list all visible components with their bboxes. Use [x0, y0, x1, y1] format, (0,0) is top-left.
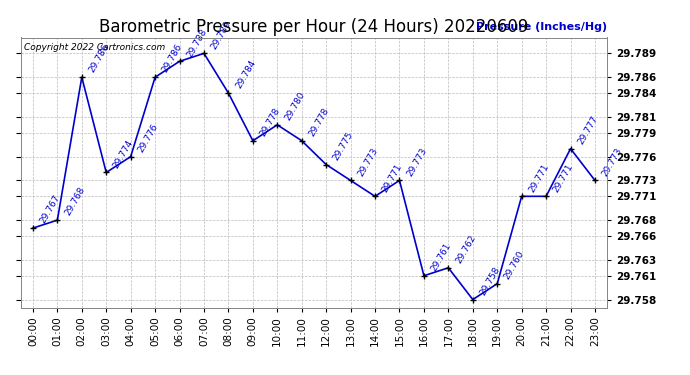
Text: 29.768: 29.768 — [63, 186, 86, 218]
Text: 29.778: 29.778 — [307, 106, 331, 138]
Title: Barometric Pressure per Hour (24 Hours) 20220609: Barometric Pressure per Hour (24 Hours) … — [99, 18, 529, 36]
Text: 29.786: 29.786 — [161, 43, 184, 74]
Text: 29.760: 29.760 — [503, 249, 526, 281]
Text: 29.788: 29.788 — [185, 27, 208, 58]
Text: 29.775: 29.775 — [332, 130, 355, 162]
Text: 29.773: 29.773 — [405, 146, 428, 178]
Text: 29.771: 29.771 — [552, 162, 575, 194]
Text: 29.778: 29.778 — [259, 106, 282, 138]
Text: 29.784: 29.784 — [234, 58, 257, 90]
Text: 29.777: 29.777 — [576, 114, 600, 146]
Text: 29.761: 29.761 — [429, 241, 453, 273]
Text: 29.780: 29.780 — [283, 90, 306, 122]
Text: 29.767: 29.767 — [39, 194, 62, 225]
Text: 29.771: 29.771 — [381, 162, 404, 194]
Text: 29.774: 29.774 — [112, 138, 135, 170]
Text: 29.773: 29.773 — [600, 146, 624, 178]
Text: 29.762: 29.762 — [454, 233, 477, 265]
Text: 29.776: 29.776 — [136, 122, 160, 154]
Text: 29.786: 29.786 — [88, 43, 111, 74]
Text: 29.771: 29.771 — [527, 162, 551, 194]
Text: 29.758: 29.758 — [478, 265, 502, 297]
Text: Pressure (Inches/Hg): Pressure (Inches/Hg) — [476, 22, 607, 32]
Text: 29.773: 29.773 — [356, 146, 380, 178]
Text: 29.789: 29.789 — [210, 19, 233, 51]
Text: Copyright 2022 Cartronics.com: Copyright 2022 Cartronics.com — [23, 43, 165, 52]
